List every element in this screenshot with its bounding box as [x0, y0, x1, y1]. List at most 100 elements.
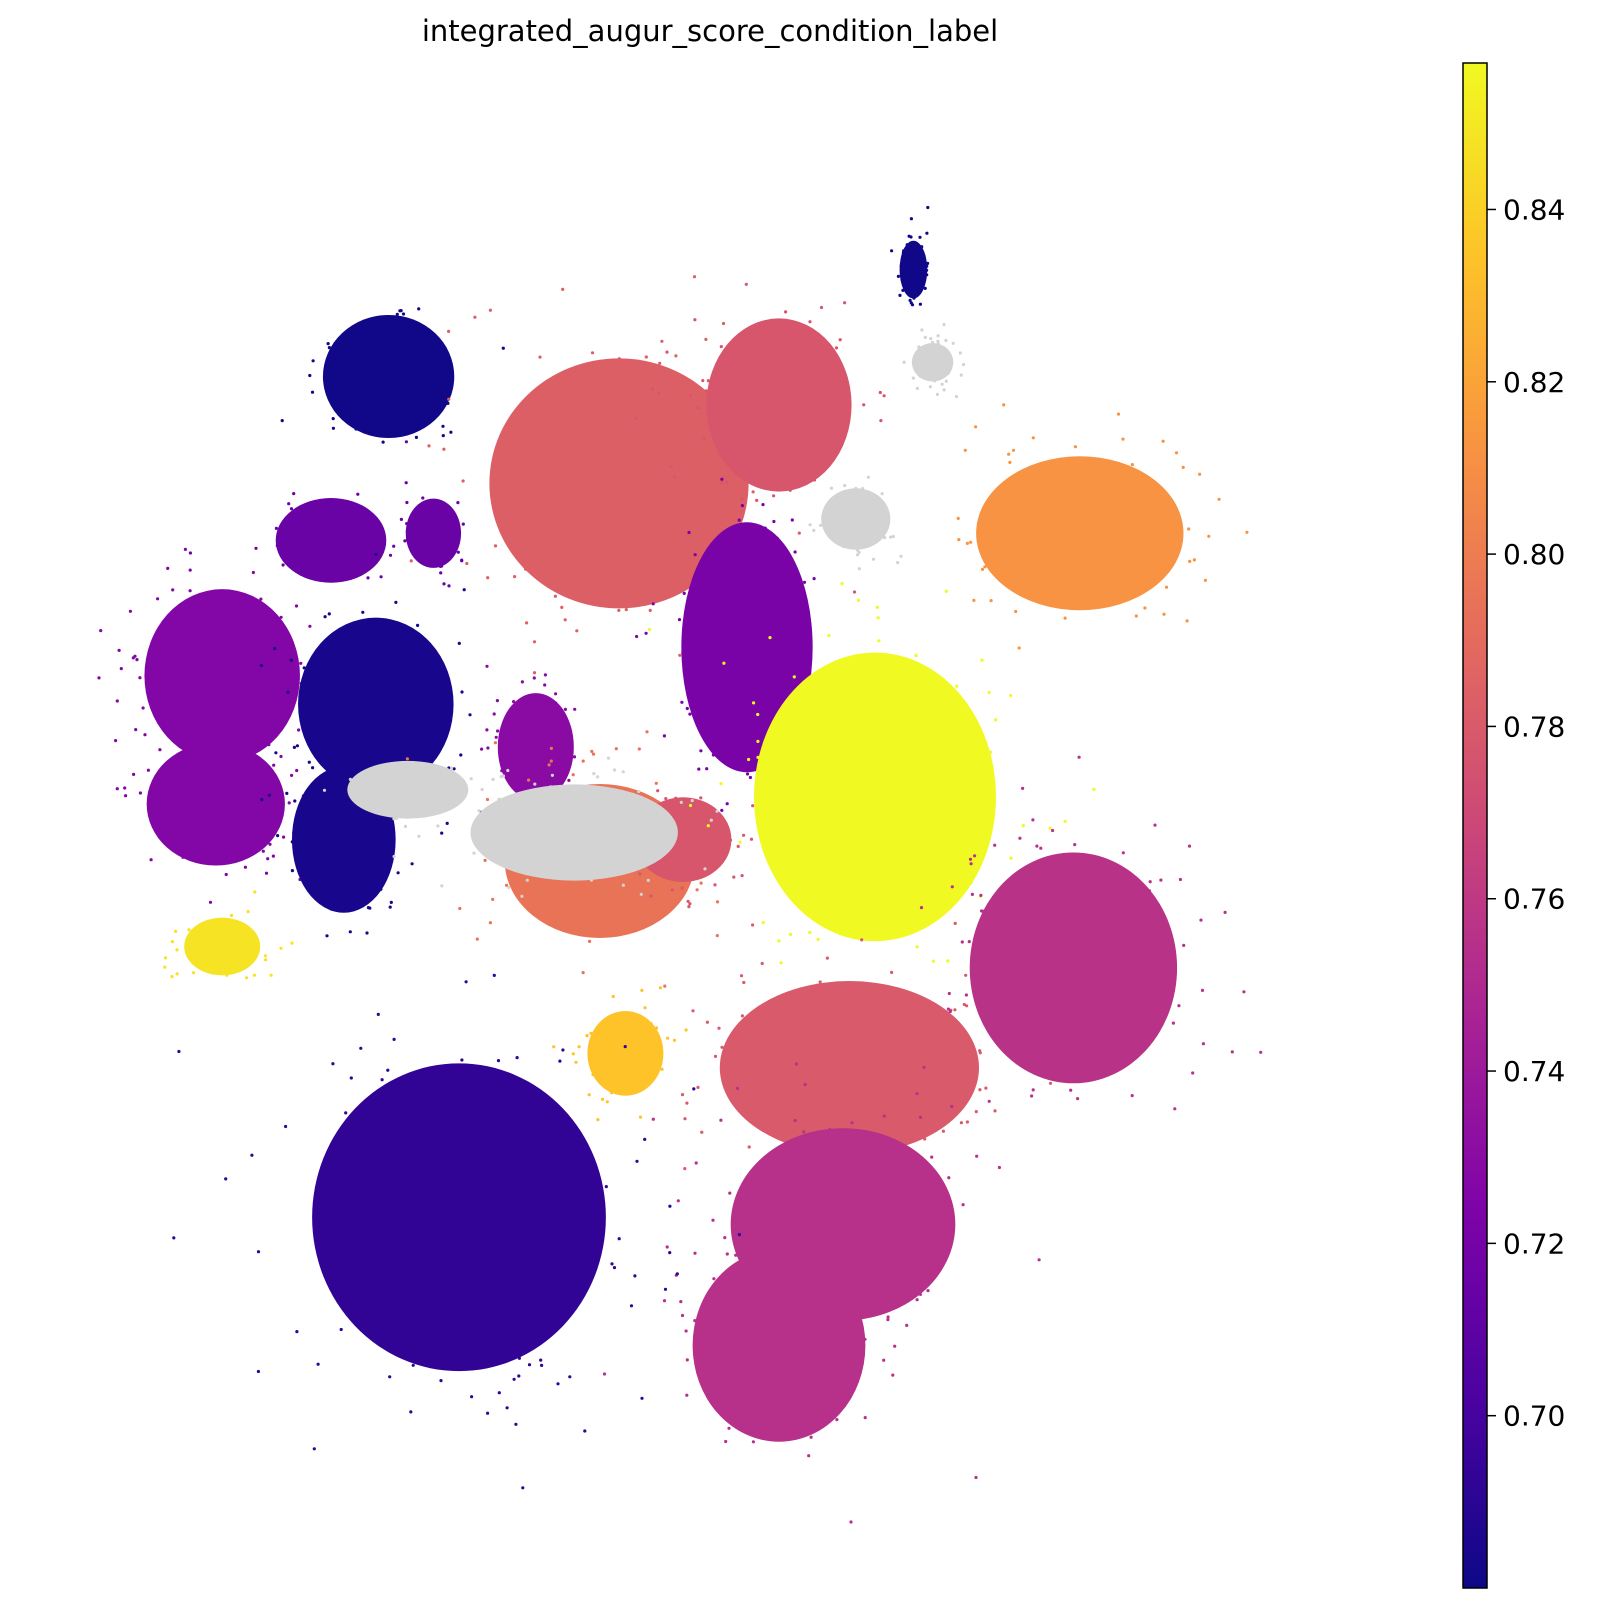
cluster-core [146, 742, 285, 866]
scatter-point [838, 338, 842, 342]
scatter-point [828, 1128, 832, 1132]
scatter-point [465, 561, 469, 566]
scatter-point [461, 479, 465, 483]
scatter-point [662, 734, 667, 738]
scatter-point [225, 722, 229, 726]
scatter-point [316, 1362, 320, 1366]
scatter-point [792, 675, 796, 679]
scatter-point [393, 764, 397, 769]
scatter-point [408, 332, 412, 336]
chart-title: integrated_augur_score_condition_label [421, 14, 999, 48]
scatter-point [869, 1201, 873, 1205]
scatter-point [931, 1124, 935, 1128]
scatter-point [567, 778, 571, 783]
scatter-point [726, 622, 730, 627]
scatter-point [917, 345, 921, 349]
scatter-point [649, 1022, 653, 1026]
scatter-point [372, 530, 376, 535]
scatter-point [499, 489, 503, 493]
scatter-point [221, 923, 225, 927]
scatter-point [909, 247, 913, 251]
scatter-point [1008, 956, 1012, 960]
scatter-point [573, 536, 577, 540]
scatter-point [250, 820, 254, 824]
scatter-point [876, 759, 880, 763]
scatter-point [965, 541, 970, 546]
cluster-core [144, 589, 300, 763]
scatter-point [245, 809, 249, 813]
scatter-point [1084, 1045, 1088, 1049]
scatter-point [778, 855, 782, 859]
scatter-point [946, 371, 950, 375]
scatter-point [688, 902, 692, 906]
scatter-point [928, 793, 933, 797]
scatter-point [638, 1044, 643, 1048]
scatter-point [177, 787, 181, 791]
scatter-point [460, 690, 464, 694]
scatter-point [405, 529, 409, 533]
scatter-point [366, 793, 370, 798]
scatter-point [477, 809, 481, 813]
scatter-point [822, 435, 826, 439]
scatter-point [715, 809, 719, 813]
scatter-point [520, 894, 524, 898]
scatter-point [779, 626, 783, 630]
scatter-point [865, 529, 870, 533]
scatter-point [802, 1204, 806, 1208]
scatter-point [1047, 914, 1052, 918]
scatter-point [581, 840, 585, 844]
scatter-point [417, 307, 421, 311]
scatter-point [193, 788, 197, 792]
scatter-point [176, 728, 180, 732]
scatter-point [803, 1083, 807, 1087]
scatter-point [962, 771, 967, 775]
scatter-point [425, 1271, 429, 1275]
scatter-point [889, 746, 893, 750]
scatter-point [460, 1194, 464, 1198]
scatter-point [1024, 1005, 1028, 1009]
scatter-point [365, 931, 369, 935]
scatter-point [368, 906, 372, 910]
scatter-point [1120, 535, 1125, 539]
scatter-point [320, 762, 324, 766]
scatter-point [475, 1268, 479, 1273]
scatter-point [345, 1305, 349, 1309]
scatter-point [748, 1318, 752, 1322]
scatter-point [379, 575, 383, 579]
scatter-point [964, 973, 968, 977]
scatter-point [1049, 464, 1053, 468]
scatter-point [979, 893, 983, 898]
scatter-point [571, 1263, 575, 1268]
scatter-point [171, 588, 175, 592]
scatter-point [901, 763, 905, 767]
scatter-point [729, 598, 733, 603]
scatter-point [1026, 471, 1030, 475]
scatter-point [486, 1411, 490, 1415]
scatter-point [525, 859, 529, 863]
scatter-point [546, 777, 550, 781]
scatter-point [124, 794, 128, 798]
scatter-point [760, 961, 764, 966]
scatter-point [311, 766, 315, 770]
scatter-point [693, 1319, 697, 1323]
scatter-point [797, 1326, 801, 1330]
scatter-point [379, 676, 383, 681]
scatter-point [1104, 948, 1108, 952]
scatter-point [905, 1323, 909, 1327]
scatter-point [281, 563, 285, 567]
scatter-point [737, 518, 741, 522]
scatter-point [433, 770, 437, 774]
scatter-point [938, 360, 942, 364]
scatter-point [525, 878, 529, 882]
scatter-point [882, 1288, 886, 1292]
cluster-core [706, 318, 852, 492]
scatter-point [433, 1235, 437, 1239]
scatter-point [663, 1287, 668, 1291]
scatter-point [806, 475, 810, 480]
scatter-point [790, 415, 794, 419]
scatter-point [343, 908, 347, 912]
scatter-point [699, 1352, 703, 1356]
scatter-point [765, 810, 769, 814]
scatter-point [570, 833, 574, 837]
scatter-point [917, 1094, 922, 1099]
